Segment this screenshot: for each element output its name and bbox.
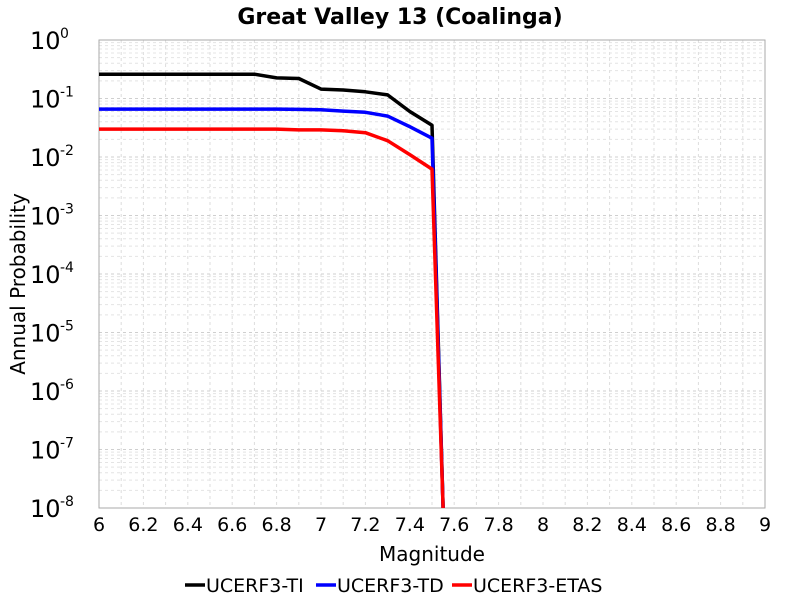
y-tick-exponent: -7 <box>60 436 74 452</box>
x-tick-label: 9 <box>759 514 771 536</box>
x-tick-label: 6 <box>93 514 105 536</box>
y-tick-exponent: 0 <box>60 26 69 42</box>
y-tick-exponent: -5 <box>60 319 74 335</box>
y-tick-exponent: -3 <box>60 202 74 218</box>
y-tick-label: 10 -3 <box>30 202 74 231</box>
y-tick-label: 10 -7 <box>30 436 74 465</box>
x-tick-label: 7.6 <box>439 514 469 536</box>
y-axis-label: Annual Probability <box>6 193 30 375</box>
x-axis-label: Magnitude <box>379 542 485 566</box>
y-tick-label: 10 0 <box>30 26 69 55</box>
y-tick-exponent: -2 <box>60 143 74 159</box>
x-tick-label: 8.2 <box>572 514 602 536</box>
y-tick-label: 10 -6 <box>30 377 74 406</box>
chart-title: Great Valley 13 (Coalinga) <box>237 5 562 30</box>
y-tick-exponent: -1 <box>60 85 74 101</box>
x-tick-label: 6.2 <box>128 514 158 536</box>
x-tick-label: 8 <box>537 514 549 536</box>
x-tick-label: 6.4 <box>173 514 203 536</box>
series-layer <box>99 72 445 509</box>
legend-label: UCERF3-TD <box>337 575 444 597</box>
x-tick-label: 7.8 <box>483 514 513 536</box>
series-line-ucerf3-etas <box>99 127 445 509</box>
y-tick-base: 10 <box>30 261 61 289</box>
x-axis-ticks: 6 6.2 6.4 6.6 6.8 7 7.2 7.4 7.6 7.8 8 8.2 8.4 8.6 8.8 9 <box>93 514 771 536</box>
plot-frame <box>98 39 766 509</box>
x-tick-label: 6.8 <box>261 514 291 536</box>
x-tick-label: 7.2 <box>350 514 380 536</box>
y-tick-exponent: -8 <box>60 494 74 510</box>
y-tick-label: 10 -1 <box>30 85 74 114</box>
y-tick-exponent: -6 <box>60 377 74 393</box>
y-tick-base: 10 <box>30 203 61 231</box>
y-tick-base: 10 <box>30 378 61 406</box>
legend-label: UCERF3-TI <box>206 575 304 597</box>
y-tick-label: 10 -8 <box>30 494 74 523</box>
y-tick-label: 10 -4 <box>30 260 74 289</box>
y-tick-base: 10 <box>30 27 61 55</box>
x-tick-label: 7 <box>315 514 327 536</box>
series-line-ucerf3-td <box>99 107 445 509</box>
x-tick-label: 8.4 <box>617 514 647 536</box>
y-tick-base: 10 <box>30 495 61 523</box>
x-tick-label: 8.6 <box>661 514 691 536</box>
y-tick-label: 10 -5 <box>30 319 74 348</box>
y-tick-base: 10 <box>30 320 61 348</box>
x-tick-label: 6.6 <box>217 514 247 536</box>
y-tick-base: 10 <box>30 144 61 172</box>
legend: UCERF3-TI UCERF3-TD UCERF3-ETAS <box>185 575 602 597</box>
y-tick-base: 10 <box>30 437 61 465</box>
x-tick-label: 8.8 <box>705 514 735 536</box>
legend-label: UCERF3-ETAS <box>473 575 602 597</box>
y-tick-label: 10 -2 <box>30 143 74 172</box>
y-tick-base: 10 <box>30 86 61 114</box>
y-tick-exponent: -4 <box>60 260 74 276</box>
series-line-ucerf3-ti <box>99 72 445 509</box>
x-tick-label: 7.4 <box>395 514 425 536</box>
